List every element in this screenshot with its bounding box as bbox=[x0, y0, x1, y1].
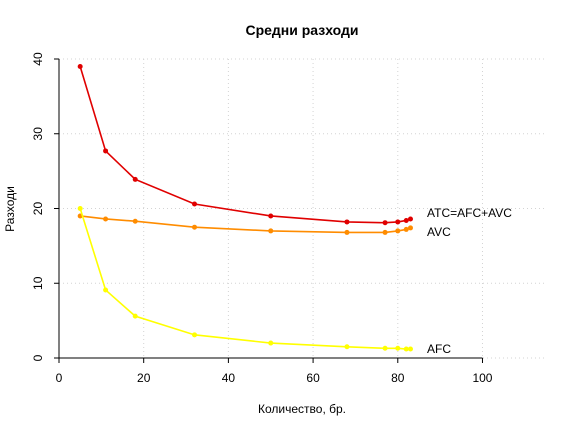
data-point bbox=[192, 201, 198, 207]
series-line bbox=[80, 215, 411, 234]
data-point bbox=[132, 313, 138, 319]
series-layer bbox=[77, 63, 413, 352]
y-axis-label: Разходи bbox=[3, 186, 17, 232]
data-point bbox=[132, 176, 138, 182]
data-point bbox=[192, 224, 198, 230]
data-point bbox=[403, 346, 409, 352]
data-point bbox=[403, 217, 409, 223]
data-point bbox=[268, 213, 274, 219]
data-point bbox=[395, 228, 401, 234]
data-point bbox=[344, 344, 350, 350]
data-point bbox=[103, 148, 109, 154]
x-tick-label: 40 bbox=[222, 371, 236, 385]
series-line bbox=[79, 208, 411, 350]
series-labels: ATC=AFC+AVC AVC AFC bbox=[427, 206, 512, 356]
series-label: AFC bbox=[427, 342, 451, 356]
data-point bbox=[407, 225, 413, 231]
data-point bbox=[192, 332, 198, 338]
data-point bbox=[382, 220, 388, 226]
data-point bbox=[77, 63, 83, 69]
data-point bbox=[403, 226, 409, 232]
x-tick-label: 60 bbox=[306, 371, 320, 385]
data-point bbox=[344, 219, 350, 225]
data-point bbox=[77, 206, 83, 211]
data-point bbox=[407, 346, 413, 352]
x-tick-label: 20 bbox=[137, 371, 151, 385]
x-axis-label: Количество, бр. bbox=[258, 402, 346, 416]
data-point bbox=[344, 229, 350, 235]
x-tick-label: 80 bbox=[391, 371, 405, 385]
data-point bbox=[382, 229, 388, 235]
data-point bbox=[103, 216, 109, 222]
y-tick-label: 10 bbox=[31, 276, 45, 290]
y-tick-label: 20 bbox=[31, 202, 45, 216]
y-tick-label: 40 bbox=[31, 52, 45, 66]
x-tick-label: 100 bbox=[472, 371, 492, 385]
series-atc-afc-avc bbox=[77, 63, 413, 226]
y-tick-label: 0 bbox=[31, 354, 45, 361]
series-label: ATC=AFC+AVC bbox=[427, 206, 512, 220]
data-point bbox=[132, 218, 138, 224]
data-point bbox=[103, 287, 109, 293]
data-point bbox=[407, 216, 413, 222]
y-tick-label: 30 bbox=[31, 127, 45, 141]
series-line bbox=[79, 66, 411, 224]
series-afc bbox=[77, 206, 413, 352]
x-tick-label: 0 bbox=[56, 371, 63, 385]
chart-title: Средни разходи bbox=[245, 22, 358, 38]
data-point bbox=[268, 228, 274, 234]
data-point bbox=[395, 345, 401, 351]
data-point bbox=[268, 340, 274, 346]
axes: 0 20 40 60 80 100 0 10 20 30 40 bbox=[31, 52, 493, 385]
data-point bbox=[395, 219, 401, 225]
series-label: AVC bbox=[427, 225, 451, 239]
data-point bbox=[382, 345, 388, 351]
series-avc bbox=[77, 213, 413, 235]
